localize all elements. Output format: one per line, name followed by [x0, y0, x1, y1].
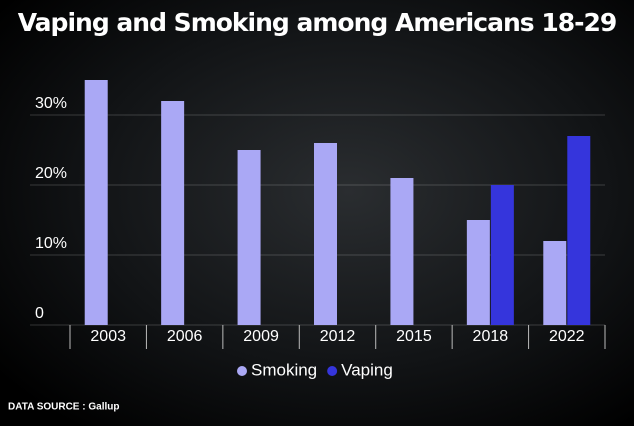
chart-title: Vaping and Smoking among Americans 18-29 [18, 8, 617, 37]
x-tick-label: 2018 [473, 328, 509, 345]
bar [567, 136, 591, 325]
y-tick-label: 0 [35, 305, 44, 322]
x-tick-label: 2022 [549, 328, 585, 345]
legend-label: Vaping [341, 360, 393, 379]
bar [543, 241, 567, 325]
x-tick-label: 2003 [90, 328, 126, 345]
bar [314, 143, 337, 325]
y-tick-label: 10% [35, 235, 67, 252]
source: DATA SOURCE : Gallup [8, 402, 119, 413]
x-tick-label: 2015 [396, 328, 432, 345]
legend-marker [237, 366, 247, 376]
bar [161, 101, 185, 325]
legend-label: Smoking [251, 360, 317, 379]
bar [466, 220, 490, 325]
y-tick-label: 30% [35, 95, 67, 112]
legend-marker [327, 366, 338, 376]
bar [237, 150, 261, 325]
bar [490, 185, 514, 325]
bar [84, 80, 108, 325]
x-tick-label: 2012 [320, 328, 356, 345]
y-tick-label: 20% [35, 165, 67, 182]
bar [390, 178, 414, 325]
x-tick-label: 2006 [167, 328, 203, 345]
x-tick-label: 2009 [243, 328, 279, 345]
